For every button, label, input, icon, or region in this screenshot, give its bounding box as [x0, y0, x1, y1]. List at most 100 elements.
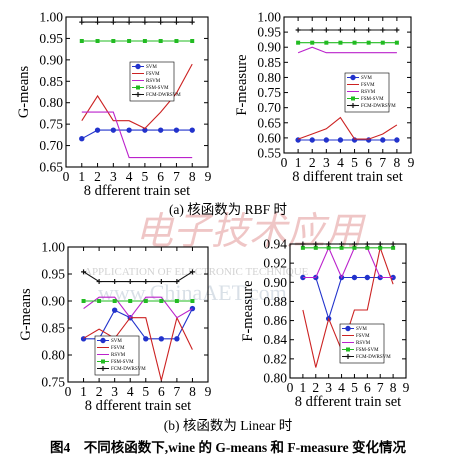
x-tick-label: 9 — [408, 155, 415, 170]
series-line — [83, 296, 193, 319]
data-point — [143, 279, 149, 285]
y-tick-label: 0.80 — [263, 371, 287, 386]
data-point — [174, 279, 180, 285]
data-point — [390, 241, 396, 247]
x-tick-label: 0 — [281, 155, 288, 170]
y-tick-label: 0.80 — [41, 348, 65, 363]
legend-marker — [100, 337, 106, 344]
x-tick-label: 4 — [127, 384, 134, 399]
data-point — [111, 39, 116, 43]
data-point — [127, 279, 133, 285]
x-tick-label: 9 — [205, 169, 212, 184]
data-point — [352, 27, 358, 33]
data-point — [326, 241, 332, 247]
legend-label: RSVM — [361, 90, 376, 95]
series-svm — [79, 127, 195, 142]
y-tick-label: 0.95 — [257, 25, 281, 40]
legend-marker — [351, 96, 355, 101]
y-tick-label: 0.85 — [257, 55, 281, 70]
data-point — [158, 336, 165, 342]
legend: SVM FSVM RSVM FSM-SVM FCM-DWRSVM — [94, 335, 146, 376]
legend-label: FCM-DWRSVM — [356, 355, 391, 360]
data-point — [324, 40, 329, 45]
data-point — [380, 27, 386, 33]
y-tick-label: 0.84 — [263, 332, 287, 347]
data-point — [337, 137, 344, 143]
legend-label: SVM — [356, 327, 367, 332]
data-point — [351, 241, 357, 247]
legend-marker — [346, 347, 350, 352]
x-tick-label: 2 — [94, 169, 101, 184]
x-tick-label: 6 — [158, 384, 165, 399]
x-tick-label: 1 — [295, 155, 302, 170]
data-point — [380, 137, 386, 143]
x-tick-label: 8 — [394, 155, 401, 170]
data-point — [323, 27, 329, 33]
data-point — [189, 127, 195, 133]
series-line — [297, 116, 398, 140]
legend-marker — [350, 74, 356, 81]
data-point — [173, 19, 179, 25]
x-tick-label: 0 — [65, 384, 72, 399]
data-point — [79, 136, 85, 142]
data-point — [189, 269, 195, 275]
x-tick-label: 9 — [403, 380, 410, 395]
legend-label: FSVM — [356, 334, 370, 339]
chart-panel-2: 0.550.600.650.700.750.800.850.900.951.00… — [234, 10, 415, 186]
y-tick-label: 0.90 — [263, 275, 287, 290]
data-point — [310, 40, 315, 45]
figure-caption: 图4 不同核函数下,wine 的 G-means 和 F-measure 变化情… — [50, 439, 406, 455]
legend-label: SVM — [361, 76, 372, 81]
data-point — [377, 241, 383, 247]
x-tick-label: 9 — [205, 384, 212, 399]
data-point — [339, 245, 344, 250]
data-point — [366, 27, 372, 33]
legend-label: RSVM — [356, 341, 371, 346]
data-point — [309, 137, 315, 143]
legend-label: FSM-SVM — [361, 97, 384, 102]
series-rsvm — [83, 296, 193, 319]
data-point — [173, 127, 180, 133]
series-svm — [295, 137, 400, 143]
x-tick-label: 2 — [96, 384, 103, 399]
y-tick-label: 1.00 — [39, 10, 63, 25]
data-point — [190, 299, 195, 303]
x-tick-label: 6 — [365, 155, 372, 170]
x-tick-label: 3 — [325, 380, 332, 395]
data-point — [81, 269, 87, 275]
x-tick-label: 4 — [337, 155, 344, 170]
x-axis-label: 8 dfferent train set — [295, 394, 401, 410]
data-point — [157, 127, 164, 133]
data-point — [110, 127, 117, 133]
y-tick-label: 0.55 — [257, 146, 281, 161]
legend-label: FSVM — [111, 346, 125, 351]
data-point — [174, 39, 179, 43]
legend-marker — [135, 92, 141, 97]
data-point — [143, 336, 149, 342]
data-point — [142, 39, 147, 43]
y-tick-label: 0.80 — [257, 70, 281, 85]
data-point — [81, 299, 86, 303]
data-point — [326, 245, 331, 250]
x-tick-label: 8 — [189, 169, 196, 184]
legend-label: RSVM — [146, 79, 161, 84]
series-fsm-svm — [300, 245, 396, 250]
data-point — [79, 19, 85, 25]
data-point — [126, 19, 132, 25]
series-fsm-svm — [79, 39, 195, 43]
series-fsvm — [297, 116, 398, 140]
data-point — [95, 39, 100, 43]
data-point — [365, 245, 370, 250]
y-tick-label: 0.95 — [39, 31, 63, 46]
legend-label: FCM-DWRSVM — [111, 367, 146, 372]
data-point — [309, 27, 315, 33]
x-tick-label: 0 — [63, 169, 70, 184]
data-point — [159, 299, 164, 303]
y-tick-label: 0.95 — [41, 267, 65, 282]
data-point — [338, 40, 343, 45]
series-svm — [300, 274, 396, 322]
data-point — [337, 27, 343, 33]
data-point — [158, 39, 163, 43]
series-fcm-dwrsvm — [81, 269, 195, 285]
data-point — [378, 245, 383, 250]
